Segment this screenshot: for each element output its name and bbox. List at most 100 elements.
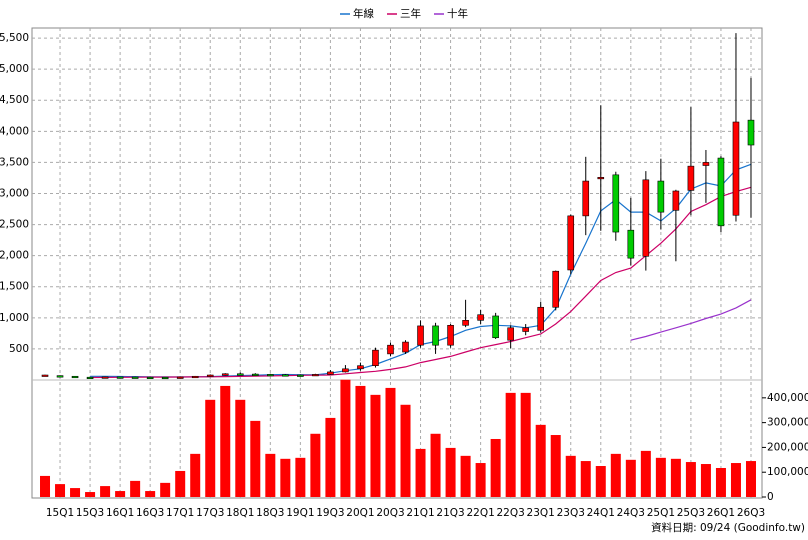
x-tick-label: 19Q1 <box>286 507 314 519</box>
legend-label: 年線 <box>353 7 374 20</box>
x-tick-label: 16Q1 <box>106 507 134 519</box>
y2-tick-label: 100,000 <box>767 466 808 478</box>
volume-bar <box>325 417 336 497</box>
x-tick-label: 19Q3 <box>316 507 344 519</box>
volume-bar <box>220 385 231 497</box>
y-tick-label: 4,000 <box>0 125 29 137</box>
x-tick-label: 23Q1 <box>527 507 555 519</box>
volume-bar <box>415 448 426 497</box>
candle-body <box>657 180 665 213</box>
x-tick-label: 20Q3 <box>376 507 404 519</box>
x-tick-label: 15Q3 <box>76 507 104 519</box>
volume-bar <box>205 399 216 497</box>
candle-body <box>342 368 349 373</box>
candle-body <box>462 320 469 326</box>
candle-body <box>146 376 154 380</box>
volume-bar <box>670 458 681 497</box>
x-tick-label: 15Q1 <box>46 507 74 519</box>
candle-body <box>71 375 79 379</box>
x-tick-label: 24Q3 <box>617 507 645 519</box>
volume-bar <box>520 392 531 497</box>
volume-bar <box>295 457 306 497</box>
volume-bar <box>175 470 186 497</box>
x-tick-label: 23Q3 <box>557 507 585 519</box>
candle-body <box>702 162 710 166</box>
candle-body <box>357 365 364 370</box>
y2-tick-label: 300,000 <box>767 417 808 429</box>
volume-bar <box>580 461 591 497</box>
volume-bar <box>250 420 261 497</box>
volume-bar <box>505 392 516 497</box>
x-tick-label: 20Q1 <box>346 507 374 519</box>
volume-bar <box>340 379 351 497</box>
legend-label: 三年 <box>400 7 421 20</box>
y-tick-label: 1,500 <box>0 281 29 293</box>
candle-body <box>432 325 439 346</box>
candle-body <box>372 349 379 367</box>
ma-line <box>90 186 752 379</box>
volume-bar <box>610 453 621 497</box>
volume-bar <box>85 492 96 497</box>
volume-bar <box>100 486 111 497</box>
candle-body <box>387 344 394 355</box>
y-tick-label: 500 <box>9 343 29 355</box>
candle-body <box>552 270 560 308</box>
candle-body <box>642 179 650 257</box>
volume-bar <box>445 447 456 497</box>
candle-body <box>206 374 214 377</box>
x-tick-label: 26Q1 <box>707 507 735 519</box>
candle-body <box>116 376 124 379</box>
candle-body <box>477 314 484 321</box>
candle-body <box>747 119 755 146</box>
candle-body <box>236 373 244 376</box>
candle-body <box>417 325 424 346</box>
plot-frame <box>31 27 763 499</box>
volume-bar <box>190 453 201 497</box>
candle-body <box>492 315 499 339</box>
candle-body <box>507 327 514 341</box>
x-tick-label: 17Q3 <box>196 507 224 519</box>
volume-bar <box>235 399 246 497</box>
volume-bar <box>40 475 51 497</box>
volume-bar <box>370 394 381 497</box>
volume-bar <box>730 463 741 497</box>
candle-body <box>282 374 289 377</box>
volume-bar <box>535 424 546 497</box>
volume-bar <box>595 466 606 497</box>
volume-bar <box>355 385 366 497</box>
volume-bar <box>490 438 501 497</box>
volume-bar <box>160 482 171 497</box>
candle-body <box>267 374 274 377</box>
volume-bar <box>700 464 711 497</box>
x-tick-label: 25Q3 <box>677 507 705 519</box>
x-tick-label: 18Q3 <box>256 507 284 519</box>
y-tick-label: 3,000 <box>0 187 29 199</box>
candle-body <box>672 190 680 211</box>
candle-body <box>312 374 319 377</box>
y2-tick-label: 400,000 <box>767 392 808 404</box>
x-tick-label: 26Q3 <box>737 507 765 519</box>
y-tick-label: 5,500 <box>0 32 29 44</box>
volume-bar <box>280 458 291 497</box>
x-tick-label: 22Q1 <box>466 507 494 519</box>
x-tick-label: 16Q3 <box>136 507 164 519</box>
candle-body <box>687 165 695 191</box>
candle-body <box>297 374 304 377</box>
x-tick-label: 18Q1 <box>226 507 254 519</box>
volume-bar <box>640 450 651 497</box>
candle-body <box>191 375 199 379</box>
candle-body <box>567 215 575 271</box>
candle-body <box>597 177 605 180</box>
volume-bar <box>70 488 81 497</box>
volume-bar <box>655 457 666 497</box>
x-tick-label: 17Q1 <box>166 507 194 519</box>
candle-body <box>176 376 184 379</box>
x-tick-label: 22Q3 <box>497 507 525 519</box>
y-tick-label: 3,500 <box>0 156 29 168</box>
x-tick-label: 21Q1 <box>406 507 434 519</box>
volume-bar <box>550 435 561 497</box>
volume-bar <box>400 404 411 497</box>
footnote: 資料日期: 09/24 (Goodinfo.tw) <box>651 521 805 534</box>
volume-bar <box>715 467 726 497</box>
